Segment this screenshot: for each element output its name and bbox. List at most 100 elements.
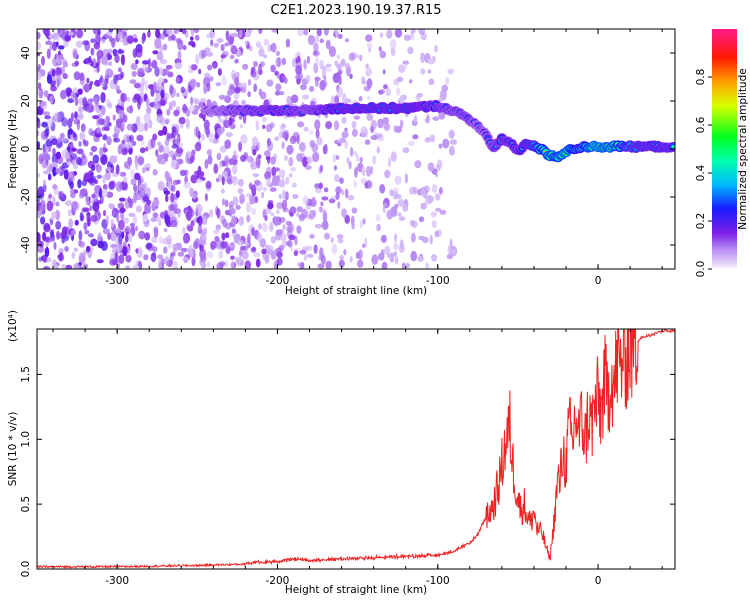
spectrogram-noise-speck bbox=[447, 68, 455, 75]
spectrogram-noise-speck bbox=[213, 163, 219, 174]
figure-title: C2E1.2023.190.19.37.R15 bbox=[270, 3, 441, 18]
spectrogram-noise-speck bbox=[201, 261, 207, 269]
spectrogram-noise-speck bbox=[144, 232, 151, 241]
spectrogram-noise-speck bbox=[205, 51, 213, 57]
spectrogram-noise-speck bbox=[173, 203, 178, 209]
spectrogram-noise-speck bbox=[72, 51, 78, 59]
spectrogram-noise-speck bbox=[388, 29, 392, 36]
spectrogram-noise-speck bbox=[336, 138, 344, 144]
spectrogram-noise-speck bbox=[107, 102, 113, 109]
spectrogram-noise-speck bbox=[216, 152, 222, 161]
spectrogram-noise-speck bbox=[409, 219, 415, 227]
spectrogram-noise-speck bbox=[59, 191, 63, 199]
spectrogram-noise-speck bbox=[97, 232, 102, 242]
spectrogram-noise-speck bbox=[300, 84, 307, 91]
spectrogram-noise-speck bbox=[204, 127, 211, 135]
spectrogram-noise-speck bbox=[146, 199, 152, 205]
spectrogram-noise-speck bbox=[143, 254, 149, 261]
spectrogram-noise-speck bbox=[70, 192, 76, 199]
spectrogram-noise-speck bbox=[244, 40, 250, 46]
spectrogram-noise-speck bbox=[270, 236, 277, 244]
spectrogram-noise-speck bbox=[133, 192, 138, 204]
spectrogram-noise-speck bbox=[163, 156, 169, 162]
spectrogram-noise-speck bbox=[221, 241, 228, 249]
spectrogram-noise-speck bbox=[431, 253, 438, 262]
spectrogram-noise-speck bbox=[427, 162, 435, 172]
spectrogram-noise-speck bbox=[41, 161, 48, 169]
spectrogram-noise-speck bbox=[397, 199, 405, 207]
spectrogram-noise-speck bbox=[296, 212, 300, 218]
spectrogram-noise-speck bbox=[266, 79, 274, 87]
spectrogram-noise-speck bbox=[297, 121, 305, 128]
spectrogram-noise-speck bbox=[40, 100, 47, 110]
spectrogram-noise-speck bbox=[131, 71, 137, 77]
spectrogram-noise-speck bbox=[175, 148, 183, 158]
spectrogram-noise-speck bbox=[150, 217, 157, 222]
spectrogram-noise-speck bbox=[237, 178, 244, 187]
spectrogram-noise-speck bbox=[128, 212, 136, 217]
spectrogram-noise-speck bbox=[231, 69, 236, 81]
spectrogram-noise-speck bbox=[425, 262, 429, 269]
spectrogram-noise-speck bbox=[350, 146, 354, 157]
spectrogram-noise-speck bbox=[101, 77, 106, 88]
spectrogram-noise-speck bbox=[66, 161, 72, 166]
spectrogram-noise-speck bbox=[59, 29, 64, 36]
spectrogram-noise-speck bbox=[401, 262, 406, 269]
spectrogram-noise-speck bbox=[195, 126, 200, 138]
spectrogram-noise-speck bbox=[251, 227, 256, 237]
spectrogram-noise-speck bbox=[335, 186, 342, 194]
spectrogram-noise-speck bbox=[113, 74, 118, 85]
spectrogram-noise-speck bbox=[82, 158, 86, 166]
spectrogram-noise-speck bbox=[89, 205, 93, 212]
spectrogram-noise-speck bbox=[270, 42, 277, 53]
spectrogram-noise-speck bbox=[133, 82, 141, 89]
spectrogram-noise-speck bbox=[222, 198, 226, 206]
spectrogram-noise-speck bbox=[264, 215, 268, 222]
spectrogram-noise-speck bbox=[305, 245, 312, 251]
spectrogram-noise-speck bbox=[427, 69, 432, 74]
spectrogram-noise-speck bbox=[188, 244, 193, 250]
spectrogram-noise-speck bbox=[173, 29, 179, 35]
spectrogram-noise-speck bbox=[238, 141, 243, 152]
spectrogram-noise-speck bbox=[177, 50, 182, 61]
spectrogram-noise-speck bbox=[314, 76, 321, 81]
spectrogram-noise-speck bbox=[365, 34, 373, 42]
spectrogram-noise-speck bbox=[104, 56, 109, 67]
spectrogram-noise-speck bbox=[138, 230, 146, 240]
spectrogram-noise-speck bbox=[83, 83, 90, 93]
spectrogram-noise-speck bbox=[307, 34, 316, 46]
spectrogram-noise-speck bbox=[325, 121, 333, 130]
spectrogram-noise-speck bbox=[62, 73, 68, 80]
y-tick-label: 1.5 bbox=[20, 366, 32, 383]
spectrogram-noise-speck bbox=[367, 95, 371, 101]
spectrogram-noise-speck bbox=[431, 220, 437, 229]
x-tick-label: -100 bbox=[426, 575, 450, 587]
spectrogram-noise-speck bbox=[190, 96, 194, 106]
spectrogram-noise-speck bbox=[250, 207, 257, 215]
spectrogram-noise-speck bbox=[96, 174, 103, 179]
spectrogram-noise-speck bbox=[358, 95, 363, 102]
spectrogram-noise-speck bbox=[280, 124, 287, 129]
spectrogram-noise-speck bbox=[261, 248, 267, 255]
spectrogram-noise-speck bbox=[216, 38, 224, 43]
spectrogram-noise-speck bbox=[245, 201, 252, 213]
spectrogram-noise-speck bbox=[114, 227, 121, 234]
spectrogram-noise-speck bbox=[370, 165, 374, 175]
spectrogram-noise-speck bbox=[271, 175, 279, 187]
spectrogram-noise-speck bbox=[250, 70, 257, 78]
spectrogram-noise-speck bbox=[65, 87, 73, 97]
spectrogram-noise-speck bbox=[108, 203, 114, 209]
spectrogram-noise-speck bbox=[229, 54, 235, 60]
spectrogram-noise-speck bbox=[321, 196, 329, 201]
spectrogram-noise-speck bbox=[150, 137, 156, 149]
spectrogram-noise-speck bbox=[261, 222, 268, 233]
spectrogram-noise-speck bbox=[117, 219, 125, 231]
y-tick-label: -20 bbox=[20, 188, 32, 205]
spectrogram-noise-speck bbox=[418, 235, 426, 241]
spectrogram-noise-speck bbox=[200, 133, 206, 141]
spectrogram-noise-speck bbox=[69, 180, 74, 190]
spectrogram-noise-speck bbox=[148, 62, 153, 67]
spectrogram-noise-speck bbox=[61, 149, 69, 159]
spectrogram-noise-speck bbox=[221, 232, 226, 241]
